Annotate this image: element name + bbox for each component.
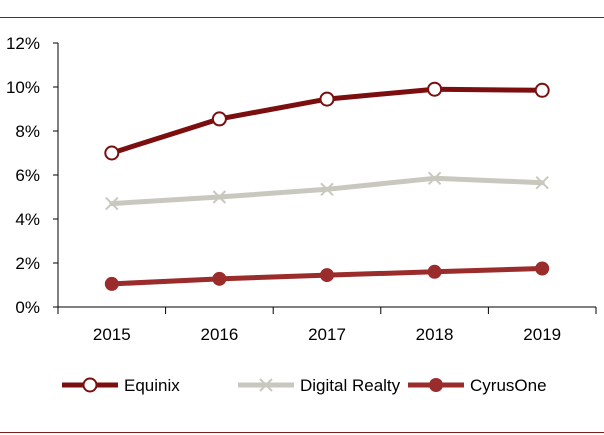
data-point-digital-realty: [320, 182, 334, 197]
legend-swatch-marker: [429, 378, 443, 392]
data-point-cyrusone: [104, 276, 119, 291]
data-point-digital-realty: [535, 175, 549, 190]
x-tick-label: 2016: [200, 325, 238, 344]
data-point-equinix: [104, 145, 120, 161]
data-point-cyrusone: [212, 271, 227, 286]
y-tick-label: 10%: [6, 78, 40, 97]
series-equinix: [104, 81, 550, 161]
y-tick-label: 12%: [6, 34, 40, 53]
data-point-cyrusone: [535, 261, 550, 276]
legend-item-equinix: Equinix: [62, 376, 180, 395]
series-group: [104, 81, 550, 291]
y-tick-label: 2%: [15, 254, 40, 273]
legend: Equinix Digital Realty CyrusOne: [62, 376, 547, 395]
data-point-equinix: [427, 81, 443, 97]
y-tick-label: 4%: [15, 210, 40, 229]
x-tick-label: 2015: [93, 325, 131, 344]
series-digital-realty: [105, 171, 549, 211]
y-tick-label: 0%: [15, 298, 40, 317]
y-tick-label: 8%: [15, 122, 40, 141]
data-point-equinix: [211, 111, 227, 127]
legend-item-cyrusone: CyrusOne: [408, 376, 547, 395]
legend-swatch-marker: [82, 377, 98, 393]
legend-label: Equinix: [124, 376, 180, 395]
data-point-cyrusone: [427, 264, 442, 279]
x-tick-label: 2018: [416, 325, 454, 344]
legend-item-digital-realty: Digital Realty: [238, 376, 401, 395]
frame-bottom-rule: [0, 432, 604, 433]
data-point-digital-realty: [212, 190, 227, 204]
data-point-digital-realty: [427, 171, 442, 186]
series-cyrusone: [104, 261, 550, 291]
axes: 0% 2% 4% 6% 8% 10% 12% 2015 2016 2017 2018 2019: [6, 34, 597, 344]
data-point-cyrusone: [320, 268, 334, 283]
data-point-equinix: [534, 82, 550, 98]
x-tick-label: 2019: [523, 325, 561, 344]
legend-label: Digital Realty: [300, 376, 401, 395]
series-line-digital-realty: [109, 175, 545, 207]
frame-top-rule: [0, 17, 604, 18]
y-tick-label: 6%: [15, 166, 40, 185]
legend-swatch-marker: [259, 378, 273, 392]
legend-label: CyrusOne: [470, 376, 547, 395]
x-tick-label: 2017: [308, 325, 346, 344]
data-point-equinix: [319, 91, 335, 107]
data-point-digital-realty: [105, 196, 119, 211]
